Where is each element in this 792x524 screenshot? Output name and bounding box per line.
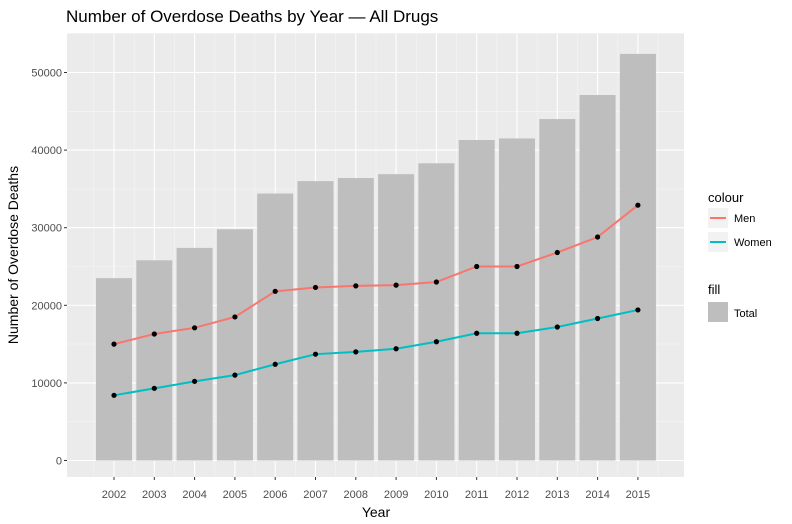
x-tick-label: 2003 [142, 489, 166, 501]
point-men-2003 [151, 331, 157, 337]
x-tick-label: 2008 [344, 489, 368, 501]
point-men-2006 [272, 288, 278, 294]
point-women-2009 [393, 346, 399, 352]
bar-total-2002 [96, 278, 132, 461]
point-women-2004 [192, 378, 198, 384]
y-tick-label: 40000 [31, 145, 62, 157]
bar-total-2004 [176, 247, 213, 461]
x-tick-label: 2012 [505, 489, 529, 501]
points [111, 202, 641, 398]
point-women-2015 [635, 307, 641, 313]
point-women-2002 [111, 392, 117, 398]
bars [96, 53, 656, 461]
point-men-2013 [554, 249, 560, 256]
legend-title-fill: fill [708, 282, 720, 297]
x-tick-label: 2007 [303, 489, 327, 501]
x-tick-label: 2002 [102, 489, 126, 501]
point-women-2011 [474, 330, 480, 336]
bar-total-2011 [458, 140, 495, 461]
legend-label-total: Total [734, 308, 757, 320]
point-men-2002 [111, 341, 117, 347]
point-men-2014 [595, 234, 601, 240]
point-men-2010 [433, 279, 439, 285]
point-women-2005 [232, 372, 238, 378]
point-men-2007 [312, 284, 319, 291]
y-tick-label: 50000 [31, 68, 62, 80]
legend-label-women: Women [734, 237, 772, 249]
y-tick-label: 10000 [31, 378, 62, 390]
point-women-2007 [312, 351, 319, 357]
point-men-2012 [514, 263, 520, 270]
line-men [113, 204, 639, 346]
bar-total-2003 [136, 260, 173, 461]
x-tick-label: 2009 [384, 489, 408, 501]
bar-total-2008 [337, 178, 374, 461]
y-axis: 0 10000 20000 30000 40000 50000 [31, 68, 67, 468]
point-men-2009 [393, 282, 399, 288]
bar-total-2014 [579, 95, 616, 461]
point-women-2013 [554, 324, 560, 330]
x-tick-label: 2014 [585, 489, 609, 501]
chart-title: Number of Overdose Deaths by Year — All … [66, 7, 438, 26]
point-men-2008 [353, 283, 359, 289]
point-women-2006 [272, 361, 278, 367]
legend: colour Men Women fill Total [708, 190, 772, 322]
point-women-2010 [433, 339, 439, 345]
bar-total-2015 [619, 53, 656, 461]
y-tick-label: 30000 [31, 223, 62, 235]
y-axis-title: Number of Overdose Deaths [5, 166, 21, 344]
x-tick-label: 2005 [223, 489, 247, 501]
legend-label-men: Men [734, 213, 755, 225]
line-women [113, 308, 639, 397]
lines [113, 204, 639, 397]
bar-total-2006 [257, 193, 294, 461]
point-men-2005 [232, 314, 238, 320]
bar-total-2007 [297, 181, 334, 461]
point-women-2003 [151, 385, 157, 391]
bar-total-2005 [216, 229, 253, 461]
x-tick-label: 2011 [465, 489, 489, 501]
legend-title-colour: colour [708, 190, 744, 205]
point-men-2004 [192, 325, 198, 331]
bar-total-2012 [499, 138, 535, 461]
x-tick-label: 2004 [182, 489, 206, 501]
x-tick-label: 2013 [545, 489, 569, 501]
y-tick-label: 0 [56, 456, 62, 468]
bar-total-2010 [418, 163, 455, 461]
x-tick-label: 2010 [424, 489, 448, 501]
y-tick-label: 20000 [31, 300, 62, 312]
point-men-2015 [635, 202, 641, 208]
x-tick-label: 2015 [626, 489, 650, 501]
x-tick-label: 2006 [263, 489, 287, 501]
point-men-2011 [474, 263, 480, 270]
point-women-2008 [353, 349, 359, 355]
bar-total-2009 [378, 174, 415, 461]
legend-key-total [708, 302, 728, 322]
x-axis-title: Year [362, 504, 391, 520]
point-women-2012 [514, 330, 520, 336]
bar-total-2013 [539, 119, 576, 461]
point-women-2014 [595, 315, 601, 322]
x-axis: 2002 2003 2004 2005 2006 2007 2008 2009 2010 2011… [102, 477, 650, 501]
